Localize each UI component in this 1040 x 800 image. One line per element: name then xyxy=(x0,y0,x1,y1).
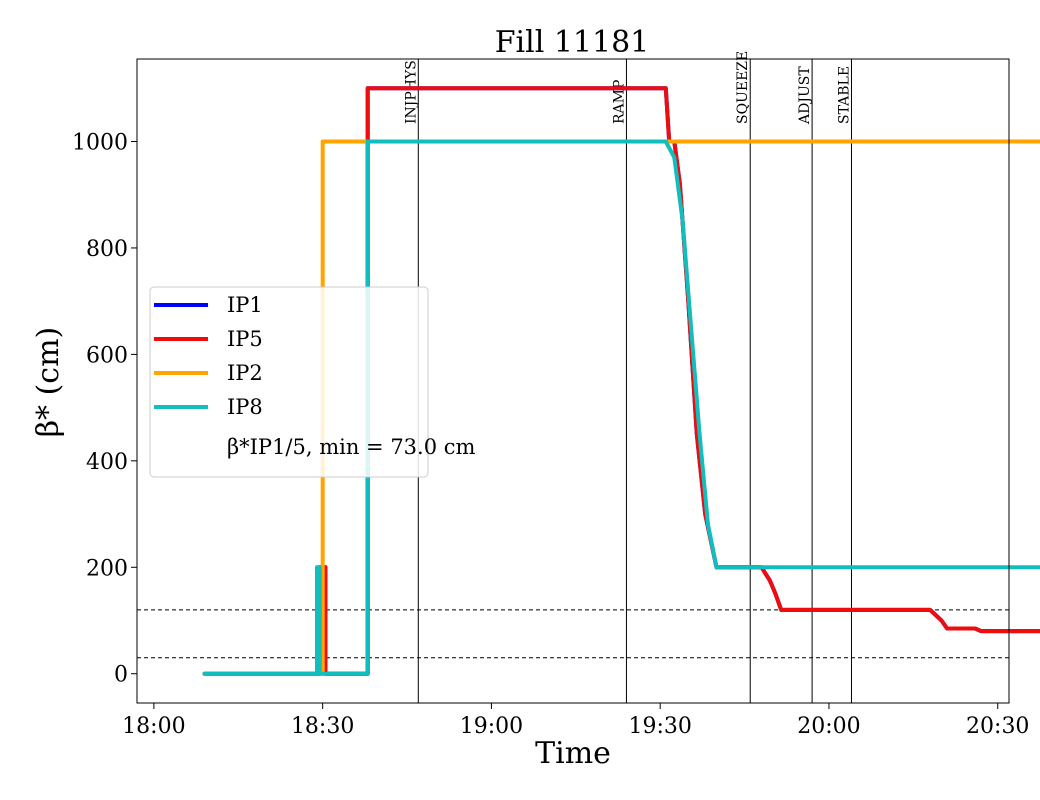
y-tick-label: 200 xyxy=(86,556,128,581)
phase-label-ramp: RAMP xyxy=(611,80,627,124)
series-line-ip8 xyxy=(202,139,1040,676)
phase-label-injphys: INJPHYS xyxy=(403,60,419,124)
phase-label-squeeze: SQUEEZE xyxy=(735,51,751,124)
legend-label-ip8: IP8 xyxy=(227,395,263,419)
x-tick-label: 18:30 xyxy=(291,714,354,739)
legend-label-ip5: IP5 xyxy=(227,327,263,351)
chart-title: Fill 11181 xyxy=(495,25,650,60)
x-axis-label: Time xyxy=(535,736,611,771)
y-axis-label: β* (cm) xyxy=(31,327,66,438)
x-tick-label: 19:30 xyxy=(628,714,691,739)
legend: IP1 IP5 IP2 IP8 β*IP1/5, min = 73.0 cm xyxy=(149,286,476,478)
reference-lines xyxy=(137,609,1009,659)
y-tick-label: 0 xyxy=(114,663,128,688)
phase-markers: INJPHYS RAMP SQUEEZE ADJUST STABLE xyxy=(403,51,852,703)
phase-label-stable: STABLE xyxy=(836,66,852,124)
legend-label-ip2: IP2 xyxy=(227,361,263,385)
y-tick-label: 600 xyxy=(86,343,128,368)
phase-label-adjust: ADJUST xyxy=(797,66,813,125)
x-tick-label: 20:00 xyxy=(797,714,860,739)
legend-note: β*IP1/5, min = 73.0 cm xyxy=(227,435,476,459)
y-tick-label: 800 xyxy=(86,237,128,262)
legend-items: IP1 IP5 IP2 IP8 xyxy=(154,293,263,419)
x-tick-label: 20:30 xyxy=(966,714,1029,739)
x-tick-label: 19:00 xyxy=(460,714,523,739)
y-tick-label: 1000 xyxy=(72,130,128,155)
legend-label-ip1: IP1 xyxy=(227,293,263,317)
y-tick-label: 400 xyxy=(86,450,128,475)
plot-frame xyxy=(136,58,1010,704)
x-tick-label: 18:00 xyxy=(122,714,185,739)
legend-box xyxy=(149,286,429,478)
y-axis-ticks: 0 200 400 600 800 1000 xyxy=(72,130,137,688)
